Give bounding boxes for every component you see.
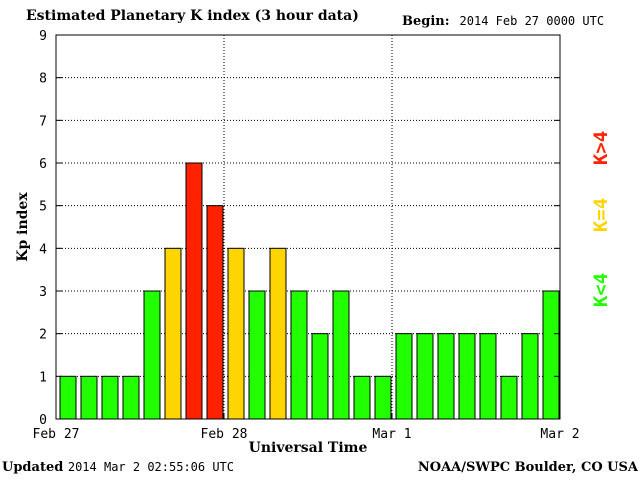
legend: K<4 K=4 K>4 — [590, 131, 612, 307]
y-tick-label: 8 — [39, 72, 47, 87]
y-axis-ticks: 0 1 2 3 4 5 6 7 8 9 — [39, 29, 560, 428]
y-tick-label: 7 — [39, 114, 47, 129]
bars — [59, 162, 560, 420]
kp-bar — [59, 375, 77, 420]
x-tick-label: Feb 27 — [33, 427, 80, 442]
y-tick-label: 3 — [39, 285, 47, 300]
kp-bar — [458, 333, 476, 420]
kp-bar — [437, 333, 455, 420]
updated-value: 2014 Mar 2 02:55:06 UTC — [67, 460, 235, 474]
x-tick-label: Feb 28 — [201, 427, 248, 442]
kp-bar — [500, 375, 518, 420]
x-axis-label: Universal Time — [249, 440, 368, 456]
credit: NOAA/SWPC Boulder, CO USA — [417, 460, 638, 475]
legend-item: K>4 — [590, 131, 612, 165]
kp-bar — [269, 247, 287, 420]
grid — [56, 35, 560, 419]
y-tick-label: 9 — [39, 29, 47, 44]
x-tick-label: Mar 2 — [540, 427, 579, 442]
kp-bar — [122, 375, 140, 420]
kp-bar — [101, 375, 119, 420]
y-tick-label: 5 — [39, 200, 47, 215]
begin-label: Begin: — [402, 14, 450, 29]
kp-bar — [311, 333, 329, 420]
plot-frame — [55, 34, 561, 420]
kp-bar — [374, 375, 392, 420]
y-tick-label: 1 — [39, 370, 47, 385]
kp-bar — [143, 290, 161, 420]
y-tick-label: 4 — [39, 242, 47, 257]
chart-title: Estimated Planetary K index (3 hour data… — [26, 8, 359, 24]
kp-bar — [248, 290, 266, 420]
kp-bar — [290, 290, 308, 420]
kp-bar — [416, 333, 434, 420]
kp-bar — [521, 333, 539, 420]
x-tick-label: Mar 1 — [372, 427, 411, 442]
kp-bar — [164, 247, 182, 420]
kp-bar — [332, 290, 350, 420]
legend-item: K<4 — [590, 273, 612, 307]
kp-bar — [353, 375, 371, 420]
kp-bar — [227, 247, 245, 420]
y-axis-label: Kp index — [15, 192, 31, 262]
updated-timestamp: Updated 2014 Mar 2 02:55:06 UTC — [2, 460, 234, 475]
kp-bar — [542, 290, 560, 420]
y-tick-label: 0 — [39, 413, 47, 428]
kp-bar — [206, 205, 224, 420]
kp-bar — [80, 375, 98, 420]
legend-item: K=4 — [590, 198, 612, 232]
kp-bar — [395, 333, 413, 420]
kp-bar — [185, 162, 203, 420]
y-tick-label: 6 — [39, 157, 47, 172]
begin-value: 2014 Feb 27 0000 UTC — [459, 14, 605, 28]
x-axis-ticks: Feb 27 Feb 28 Mar 1 Mar 2 — [33, 413, 580, 442]
begin-time: Begin: 2014 Feb 27 0000 UTC — [402, 14, 604, 29]
kp-bar — [479, 333, 497, 420]
updated-label: Updated — [2, 460, 64, 475]
y-tick-label: 2 — [39, 328, 47, 343]
